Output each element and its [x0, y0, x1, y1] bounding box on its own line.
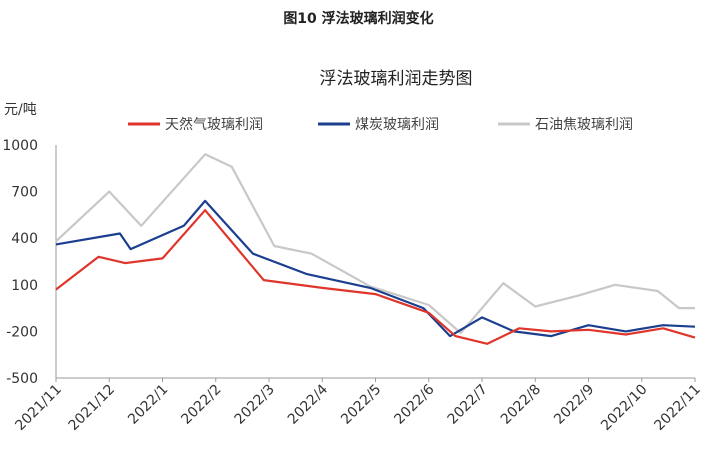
legend-label: 石油焦玻璃利润 [535, 116, 633, 133]
legend-label: 煤炭玻璃利润 [355, 116, 439, 133]
y-tick-label: -200 [6, 324, 38, 340]
y-tick-label: 400 [11, 231, 38, 247]
y-tick-label: 100 [11, 278, 38, 294]
y-tick-label: 700 [11, 185, 38, 201]
y-axis-unit: 元/吨 [4, 102, 37, 118]
x-tick-label: 2021/12 [66, 382, 118, 434]
x-tick-label: 2022/4 [285, 381, 331, 427]
x-tick-label: 2022/8 [498, 382, 544, 428]
x-tick-label: 2022/1 [125, 382, 171, 428]
chart-title: 浮法玻璃利润走势图 [320, 69, 473, 89]
x-tick-label: 2022/9 [551, 382, 597, 428]
series-line-煤炭玻璃利润 [55, 199, 696, 338]
x-tick-label: 2022/3 [232, 382, 278, 428]
y-tick-label: -500 [6, 371, 38, 387]
y-tick-label: 1000 [2, 138, 38, 154]
legend-label: 天然气玻璃利润 [165, 116, 263, 133]
x-tick-label: 2022/7 [445, 382, 491, 428]
series-line-天然气玻璃利润 [55, 209, 696, 345]
y-ticks: 1000 700 400 100 -200 -500 [2, 138, 38, 387]
x-ticks: 2021/11 2021/12 2022/1 2022/2 2022/3 2022/4 20… [12, 378, 704, 434]
series-lines [55, 153, 696, 345]
series-line-石油焦玻璃利润 [55, 153, 695, 335]
legend: 天然气玻璃利润 煤炭玻璃利润 石油焦玻璃利润 [128, 116, 633, 133]
x-tick-label: 2022/10 [598, 382, 650, 434]
x-tick-label: 2022/6 [391, 381, 437, 427]
x-tick-label: 2021/11 [12, 382, 64, 434]
x-tick-label: 2022/2 [178, 382, 224, 428]
x-tick-label: 2022/5 [338, 382, 384, 428]
figure-caption: 图10 浮法玻璃利润变化 [283, 11, 434, 27]
x-tick-label: 2022/11 [651, 382, 703, 434]
